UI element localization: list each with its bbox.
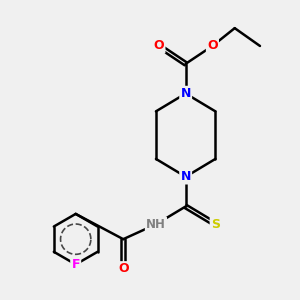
Text: O: O bbox=[154, 40, 164, 52]
Text: S: S bbox=[211, 218, 220, 231]
Text: O: O bbox=[118, 262, 129, 275]
Text: N: N bbox=[181, 170, 191, 183]
Text: O: O bbox=[207, 40, 218, 52]
Text: N: N bbox=[181, 87, 191, 100]
Text: F: F bbox=[71, 258, 80, 271]
Text: NH: NH bbox=[146, 218, 166, 231]
